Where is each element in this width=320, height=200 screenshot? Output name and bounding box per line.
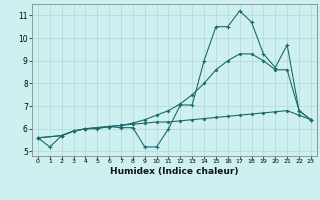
X-axis label: Humidex (Indice chaleur): Humidex (Indice chaleur) [110,167,239,176]
